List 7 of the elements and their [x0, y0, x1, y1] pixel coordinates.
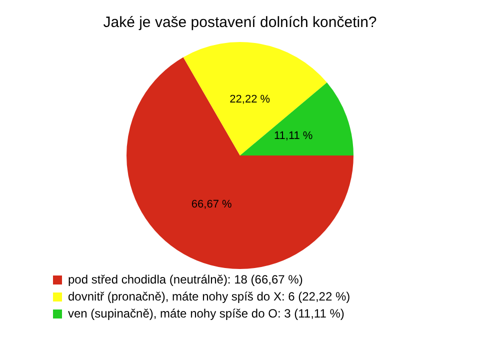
data-label: 11,11 % — [274, 130, 313, 142]
legend-label: dovnitř (pronačně), máte nohy spíš do X: 6 (22,22 %) — [68, 289, 350, 304]
chart-title: Jaké je vaše postavení dolních končetin? — [103, 14, 377, 32]
legend-label: ven (supinačně), máte nohy spíše do O: 3 (11,11 %) — [68, 306, 344, 320]
legend-label: pod střed chodidla (neutrálně): 18 (66,67 %) — [68, 272, 303, 286]
data-label: 66,67 % — [191, 198, 232, 211]
data-label: 22,22 % — [230, 94, 270, 106]
